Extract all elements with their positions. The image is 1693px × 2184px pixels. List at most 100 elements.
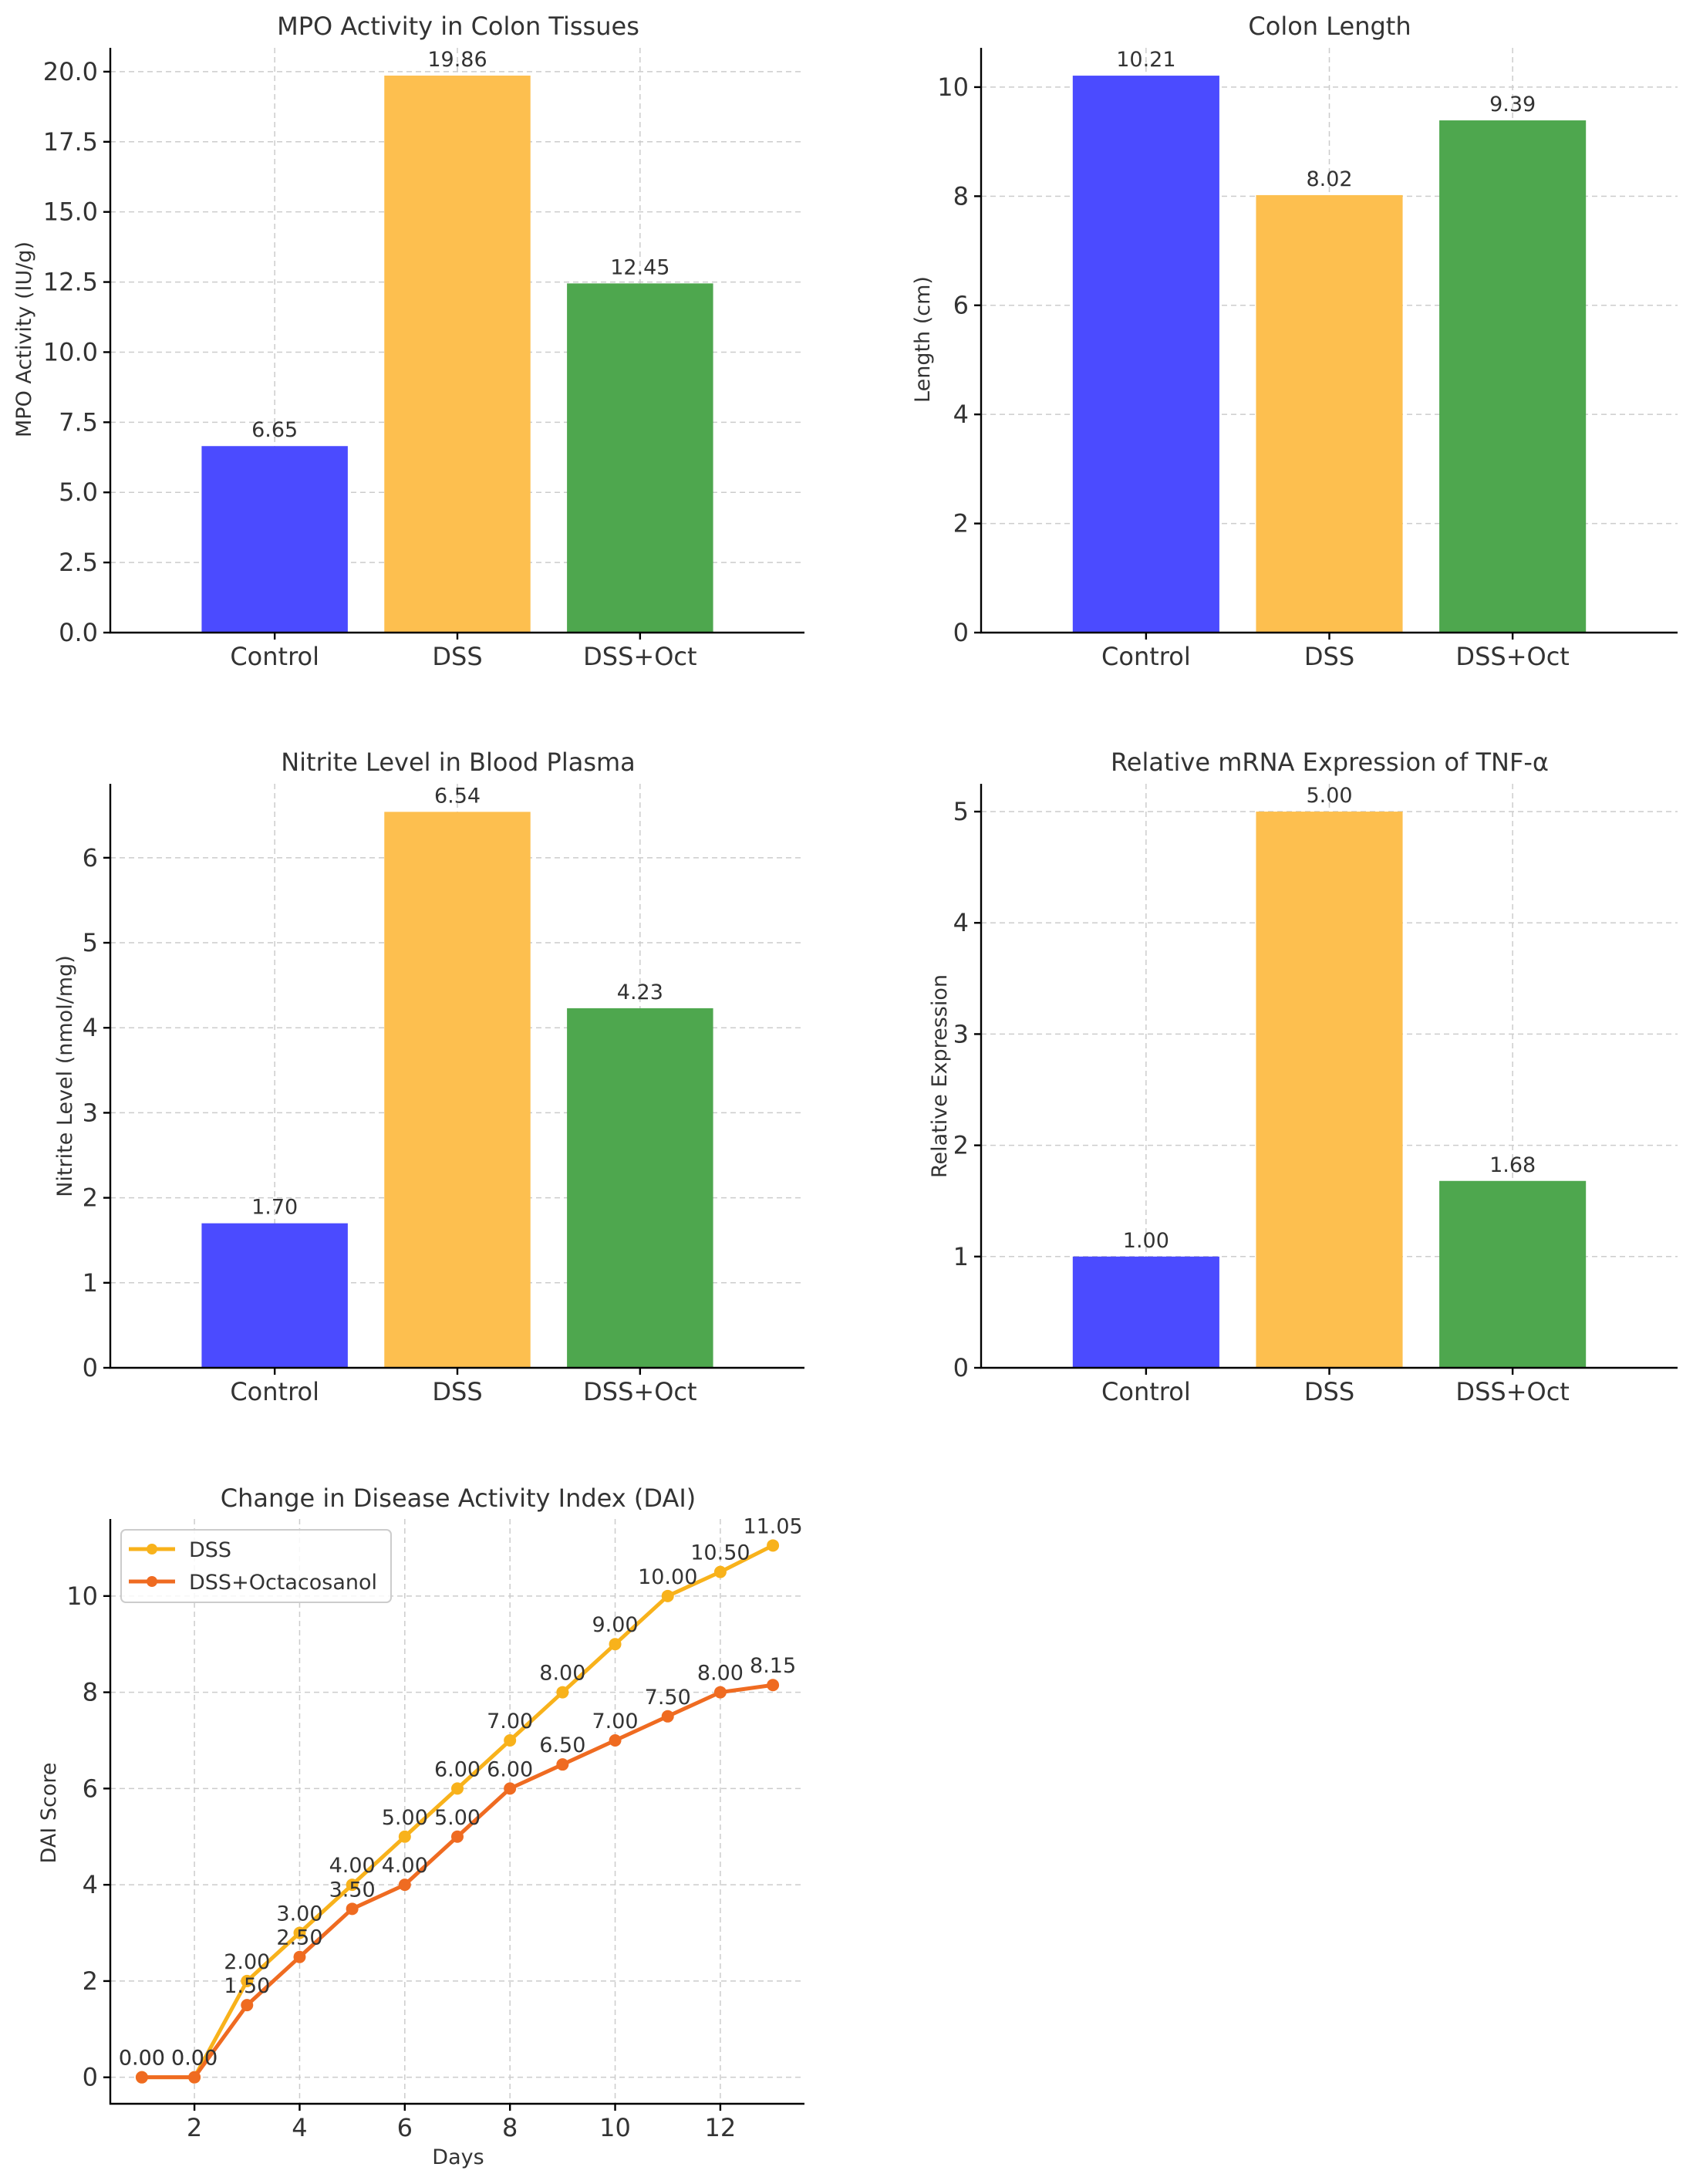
y-tick-label: 10 [66,1581,98,1611]
data-label-control: 1.70 [251,1196,298,1220]
data-label-dss-oct: 4.23 [617,981,663,1004]
bar-control [1072,76,1219,633]
legend-frame [120,1529,392,1603]
y-tick-label: 8 [83,1678,98,1707]
point-dss-octacosanol [556,1758,569,1771]
data-label-dss: 4.00 [329,1854,376,1878]
data-label-dss: 2.00 [224,1950,270,1974]
bar-dss-oct [1439,1180,1587,1368]
point-dss [609,1638,622,1651]
data-labels: 1.70 6.54 4.23 [251,784,663,1219]
data-label-dss-octacosanol: 2.50 [276,1926,322,1950]
y-axis-label: Relative Expression [928,974,952,1178]
y-tick-label: 7.5 [59,407,98,437]
data-label-dss-octacosanol: 3.50 [329,1878,376,1902]
point-dss-octacosanol [188,2071,201,2084]
y-axis-label: Nitrite Level (nmol/mg) [53,955,77,1197]
legend-label-dss-octacosanol: DSS+Octacosanol [189,1571,377,1595]
data-labels: 6.65 19.86 12.45 [251,48,669,442]
y-tick-label: 20.0 [43,57,98,86]
point-dss [241,1974,254,1987]
bars [1072,76,1587,633]
y-axis-label: MPO Activity (IU/g) [12,241,36,437]
chart-nitrite-level: Nitrite Level in Blood Plasma Nitrite Le… [53,748,804,1406]
x-tick-label-control: Control [230,642,319,671]
chart-colon-length: Colon Length Length (cm) 0 2 4 6 8 10 Control D… [911,12,1678,671]
data-label-dss: 5.00 [382,1806,428,1830]
y-tick-label: 4 [83,1013,98,1042]
data-label-dss-octacosanol: 0.00 [119,2047,165,2071]
point-dss [767,1539,780,1552]
ticks: 0 1 2 3 4 5 Control DSS DSS+Oct [953,797,1570,1406]
data-label-dss: 0.00 [119,2047,165,2071]
point-dss-octacosanol [609,1733,622,1747]
x-tick-label-dss-oct: DSS+Oct [1455,1377,1569,1406]
data-label-dss-oct: 1.68 [1489,1153,1536,1177]
bar-dss-oct [567,1008,713,1368]
legend-marker-dss-octacosanol [147,1576,157,1587]
ticks: 0 2 4 6 8 10 2 4 6 8 10 12 [66,1581,736,2142]
data-label-control: 10.21 [1116,48,1175,72]
bar-dss [1256,194,1403,633]
legend: DSS DSS+Octacosanol [120,1529,392,1603]
data-labels: 1.00 5.00 1.68 [1123,784,1536,1253]
y-tick-label: 4 [83,1870,98,1899]
x-tick-label-dss: DSS [432,1377,482,1406]
x-tick-label-control: Control [1101,1377,1191,1406]
data-label-dss: 8.02 [1306,167,1352,191]
x-tick-label: 4 [292,2113,307,2142]
data-label-dss: 10.00 [638,1565,697,1589]
data-label-dss-octacosanol: 7.50 [645,1686,691,1710]
y-tick-label: 3 [953,1019,969,1048]
y-tick-label: 1 [83,1268,98,1298]
bar-control [1072,1256,1219,1368]
y-tick-label: 2 [83,1966,98,1996]
y-tick-label: 0 [83,1353,98,1382]
data-label-dss-octacosanol: 5.00 [434,1806,481,1830]
point-dss [293,1926,306,1939]
bar-dss [1256,812,1403,1368]
point-dss [398,1830,411,1843]
x-tick-label-dss: DSS [1304,1377,1354,1406]
y-tick-label: 5 [83,928,98,957]
data-labels: 0.00 0.002.003.004.005.006.007.008.009.00… [119,1514,803,2070]
y-tick-label: 2.5 [59,548,98,577]
point-dss-octacosanol [661,1710,674,1723]
y-tick-label: 2 [953,509,969,538]
data-label-dss-octacosanol: 8.00 [697,1662,744,1686]
point-dss-octacosanol [713,1686,727,1699]
x-tick-label-dss-oct: DSS+Oct [1455,642,1569,671]
data-label-dss: 19.86 [427,48,487,72]
x-tick-label-control: Control [1101,642,1191,671]
data-label-control: 6.65 [251,418,298,442]
chart-title: Nitrite Level in Blood Plasma [281,748,636,777]
point-dss-octacosanol [241,1999,254,2012]
point-dss-octacosanol [767,1679,780,1692]
y-tick-label: 6 [953,291,969,320]
data-label-dss: 0.00 [171,2047,218,2071]
point-dss [451,1782,464,1795]
x-tick-label: 8 [502,2113,518,2142]
y-tick-label: 4 [953,908,969,937]
data-label-dss: 5.00 [1306,784,1352,808]
chart-dai-change: Change in Disease Activity Index (DAI) D… [37,1484,804,2169]
chart-title: MPO Activity in Colon Tissues [277,12,639,41]
point-dss [556,1686,569,1699]
data-label-dss: 6.00 [434,1757,481,1781]
bar-control [201,446,348,633]
series-lines [135,1539,780,2084]
axis-lines [109,1519,804,2105]
point-dss-octacosanol [451,1830,464,1843]
point-dss [346,1879,359,1892]
data-label-dss-octacosanol: 8.15 [750,1654,796,1678]
ticks: 0.0 2.5 5.0 7.5 10.0 12.5 15.0 17.5 20.0 Control D… [43,57,697,671]
y-tick-label: 10 [937,73,969,102]
x-tick-label-dss-oct: DSS+Oct [583,1377,696,1406]
bar-dss [384,812,531,1368]
data-label-dss: 7.00 [487,1710,533,1733]
y-tick-label: 6 [83,843,98,873]
data-label-dss-octacosanol: 4.00 [382,1854,428,1878]
data-label-control: 1.00 [1123,1229,1169,1253]
x-tick-label-control: Control [230,1377,319,1406]
y-tick-label: 2 [83,1183,98,1213]
